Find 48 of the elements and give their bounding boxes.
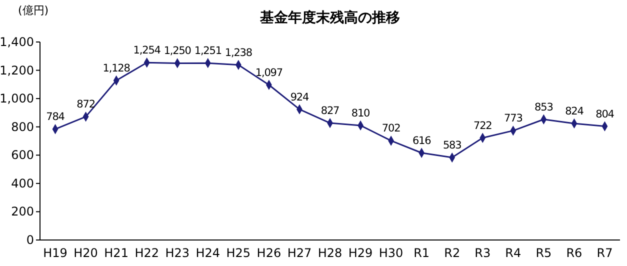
data-label: 827: [320, 105, 340, 118]
y-axis-title: (億円): [18, 4, 49, 17]
chart-title: 基金年度末残高の推移: [259, 9, 400, 26]
data-label: 804: [596, 108, 615, 120]
x-tick-label: H29: [348, 246, 373, 260]
x-tick-label: H26: [256, 246, 282, 260]
x-tick-label: H30: [378, 246, 404, 260]
data-label: 583: [442, 140, 462, 152]
y-tick-label: 400: [11, 176, 34, 190]
x-tick-label: H22: [134, 246, 159, 260]
x-tick-label: H19: [43, 246, 68, 260]
data-label: 853: [534, 101, 553, 114]
x-tick-label: R3: [474, 246, 491, 260]
x-tick-label: H27: [287, 246, 312, 260]
x-tick-label: H23: [165, 246, 190, 260]
x-tick-label: R6: [566, 246, 582, 260]
data-label: 702: [382, 122, 400, 135]
data-label: 810: [351, 107, 370, 120]
x-tick-label: R5: [536, 246, 552, 260]
data-label: 1,250: [164, 45, 191, 58]
x-tick-label: H24: [196, 246, 220, 260]
data-label: 824: [565, 105, 584, 118]
x-tick-label: H25: [226, 246, 251, 260]
data-label: 616: [412, 134, 432, 147]
data-label: 722: [474, 120, 492, 132]
y-tick-label: 600: [11, 148, 34, 162]
y-tick-label: 0: [26, 233, 34, 247]
data-label: 784: [46, 111, 66, 124]
y-tick-label: 1,200: [0, 63, 34, 78]
data-label: 1,128: [102, 62, 130, 74]
x-tick-label: R2: [444, 246, 460, 260]
y-tick-label: 800: [11, 120, 34, 134]
x-tick-label: R7: [596, 246, 613, 260]
y-tick-label: 1,000: [0, 92, 34, 106]
x-tick-label: R1: [414, 246, 430, 260]
x-tick-label: H20: [74, 246, 98, 260]
x-tick-label: H28: [318, 246, 342, 260]
data-label: 1,251: [194, 45, 222, 58]
data-label: 1,238: [224, 46, 252, 59]
data-label: 872: [76, 98, 95, 111]
data-label: 1,097: [255, 66, 282, 79]
x-tick-label: R4: [505, 246, 522, 260]
y-tick-label: 200: [11, 204, 34, 219]
y-tick-label: 1,400: [0, 35, 34, 49]
x-tick-label: H21: [104, 246, 128, 260]
data-label: 924: [290, 91, 310, 104]
data-label: 1,254: [133, 44, 162, 57]
data-label: 773: [504, 112, 522, 125]
